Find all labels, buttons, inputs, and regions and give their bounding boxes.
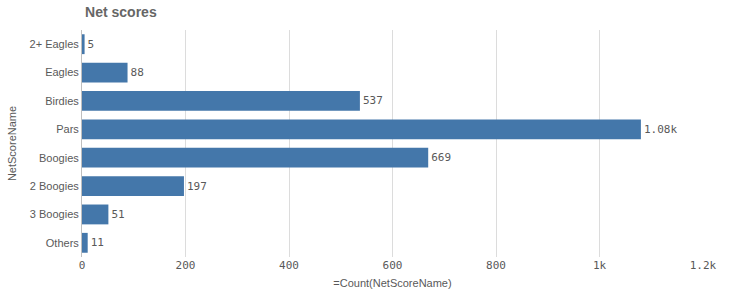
- svg-text:Eagles: Eagles: [45, 66, 79, 78]
- svg-text:Pars: Pars: [56, 123, 79, 135]
- svg-text:Net scores: Net scores: [85, 4, 157, 20]
- svg-text:1.08k: 1.08k: [644, 123, 677, 136]
- svg-text:Boogies: Boogies: [39, 152, 79, 164]
- svg-text:800: 800: [486, 259, 506, 272]
- svg-text:Others: Others: [46, 237, 80, 249]
- svg-text:2 Boogies: 2 Boogies: [30, 180, 79, 192]
- svg-text:1k: 1k: [593, 259, 607, 272]
- svg-text:=Count(NetScoreName): =Count(NetScoreName): [333, 277, 451, 289]
- svg-text:0: 0: [79, 259, 86, 272]
- svg-text:669: 669: [431, 151, 451, 164]
- svg-text:600: 600: [383, 259, 403, 272]
- svg-text:400: 400: [279, 259, 299, 272]
- svg-text:3 Boogies: 3 Boogies: [30, 208, 79, 220]
- svg-text:200: 200: [176, 259, 196, 272]
- svg-text:537: 537: [363, 94, 383, 107]
- svg-text:5: 5: [88, 38, 95, 51]
- svg-text:NetScoreName: NetScoreName: [6, 106, 18, 181]
- svg-text:2+ Eagles: 2+ Eagles: [30, 38, 80, 50]
- svg-text:197: 197: [187, 180, 207, 193]
- svg-text:88: 88: [131, 66, 144, 79]
- svg-text:Birdies: Birdies: [45, 95, 79, 107]
- svg-text:51: 51: [111, 208, 124, 221]
- svg-text:1.2k: 1.2k: [690, 259, 717, 272]
- svg-text:11: 11: [91, 236, 104, 249]
